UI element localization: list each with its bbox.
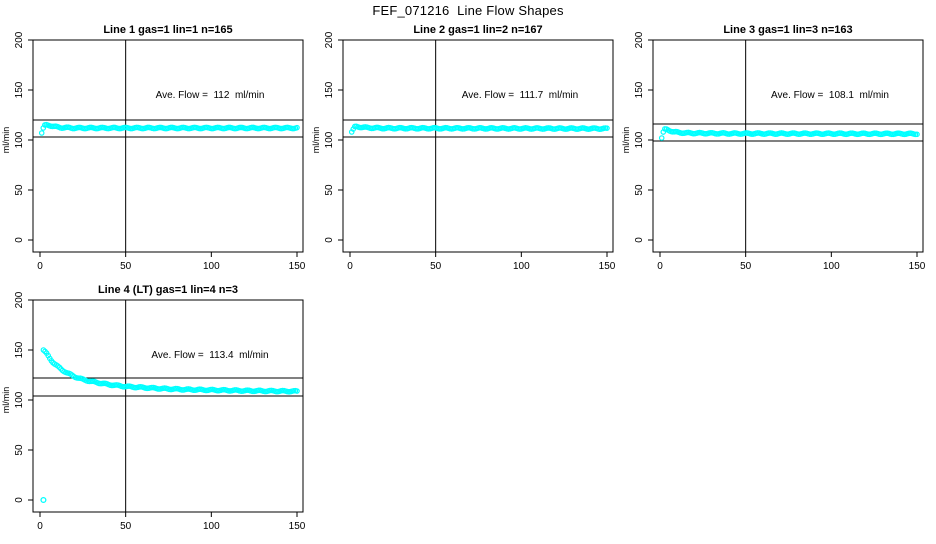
ave-flow-annotation-line-3: Ave. Flow = 108.1 ml/min <box>771 90 889 101</box>
svg-text:ml/min: ml/min <box>311 127 321 154</box>
svg-text:150: 150 <box>599 261 616 272</box>
svg-text:0: 0 <box>14 497 25 503</box>
svg-text:0: 0 <box>324 237 335 243</box>
svg-text:100: 100 <box>513 261 530 272</box>
panel-line-2: Line 2 gas=1 lin=2 n=167 Ave. Flow = 111… <box>310 24 622 284</box>
panel-line-1: Line 1 gas=1 lin=1 n=165 Ave. Flow = 112… <box>0 24 312 284</box>
svg-text:50: 50 <box>324 184 335 196</box>
svg-text:100: 100 <box>203 521 220 532</box>
svg-text:150: 150 <box>289 521 306 532</box>
svg-text:150: 150 <box>14 81 25 98</box>
svg-text:0: 0 <box>37 521 43 532</box>
svg-text:50: 50 <box>120 521 132 532</box>
svg-text:0: 0 <box>37 261 43 272</box>
panel-title-line-4: Line 4 (LT) gas=1 lin=4 n=3 <box>97 284 239 296</box>
svg-text:200: 200 <box>14 31 25 48</box>
plot-canvas-line-4: 0 50 100 150 0 50 100 150 200 ml/min <box>1 291 306 532</box>
chart-main-title: FEF_071216 Line Flow Shapes <box>372 3 564 18</box>
panel-title-line-3: Line 3 gas=1 lin=3 n=163 <box>723 24 853 36</box>
plot-canvas-line-1: 0 50 100 150 0 50 100 150 200 ml/min <box>1 31 306 272</box>
svg-text:50: 50 <box>14 444 25 456</box>
panel-title-line-1: Line 1 gas=1 lin=1 n=165 <box>103 24 233 36</box>
panel-line-4: Line 4 (LT) gas=1 lin=4 n=3 Ave. Flow = … <box>0 284 312 544</box>
panel-line-3: Line 3 gas=1 lin=3 n=163 Ave. Flow = 108… <box>620 24 932 284</box>
svg-text:150: 150 <box>289 261 306 272</box>
svg-text:200: 200 <box>14 291 25 308</box>
plot-canvas-line-2: 0 50 100 150 0 50 100 150 200 ml/min <box>311 31 616 272</box>
plot-canvas-line-3: 0 50 100 150 0 50 100 150 200 ml/min <box>621 31 926 272</box>
svg-text:200: 200 <box>634 31 645 48</box>
svg-text:100: 100 <box>823 261 840 272</box>
svg-text:150: 150 <box>14 341 25 358</box>
svg-text:100: 100 <box>203 261 220 272</box>
svg-text:50: 50 <box>120 261 132 272</box>
svg-text:50: 50 <box>740 261 752 272</box>
svg-text:0: 0 <box>634 237 645 243</box>
ave-flow-annotation-line-2: Ave. Flow = 111.7 ml/min <box>461 90 579 101</box>
svg-text:200: 200 <box>324 31 335 48</box>
svg-text:150: 150 <box>909 261 926 272</box>
svg-text:ml/min: ml/min <box>1 127 11 154</box>
svg-text:150: 150 <box>634 81 645 98</box>
ave-flow-annotation-line-1: Ave. Flow = 112 ml/min <box>155 90 265 101</box>
svg-text:ml/min: ml/min <box>621 127 631 154</box>
svg-text:ml/min: ml/min <box>1 387 11 414</box>
svg-text:100: 100 <box>324 131 335 148</box>
svg-text:100: 100 <box>14 131 25 148</box>
svg-text:0: 0 <box>657 261 663 272</box>
svg-text:100: 100 <box>634 131 645 148</box>
ave-flow-annotation-line-4: Ave. Flow = 113.4 ml/min <box>151 350 269 361</box>
svg-text:100: 100 <box>14 391 25 408</box>
svg-text:50: 50 <box>430 261 442 272</box>
svg-text:0: 0 <box>14 237 25 243</box>
svg-text:150: 150 <box>324 81 335 98</box>
svg-text:0: 0 <box>347 261 353 272</box>
svg-text:50: 50 <box>14 184 25 196</box>
svg-text:50: 50 <box>634 184 645 196</box>
panel-title-line-2: Line 2 gas=1 lin=2 n=167 <box>413 24 543 36</box>
